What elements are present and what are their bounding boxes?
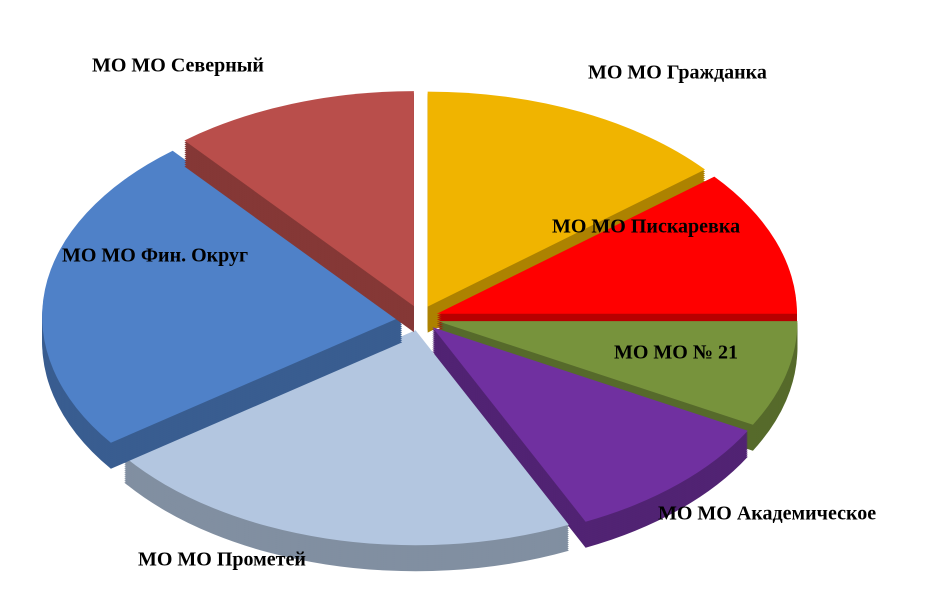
slice-top	[124, 330, 569, 546]
slice-top	[432, 327, 748, 522]
slice-top	[427, 91, 706, 307]
slice	[42, 150, 403, 469]
slice	[436, 176, 797, 340]
slice	[432, 327, 748, 548]
slice	[427, 91, 706, 333]
slice	[124, 330, 569, 572]
slice-top	[437, 321, 798, 425]
slice	[184, 91, 414, 333]
slice-top	[436, 176, 797, 314]
slice-label: МО МО Прометей	[138, 549, 306, 571]
slice-label: МО МО Фин. Округ	[62, 245, 248, 267]
slice-top	[42, 150, 403, 443]
slice-label: МО МО № 21	[614, 342, 738, 364]
slice-top	[184, 91, 414, 307]
slice-label: МО МО Северный	[92, 55, 264, 77]
slice-label: МО МО Академическое	[658, 503, 876, 525]
slice-label: МО МО Гражданка	[588, 62, 767, 84]
slice-label: МО МО Пискаревка	[552, 216, 740, 238]
